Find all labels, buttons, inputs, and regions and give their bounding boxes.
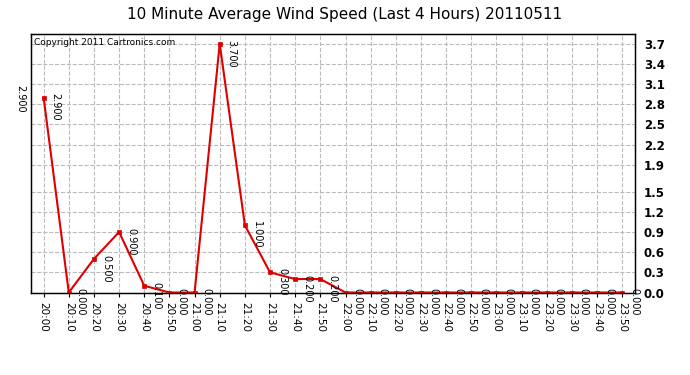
- Text: 0.000: 0.000: [604, 288, 614, 316]
- Text: 2.900: 2.900: [50, 93, 61, 121]
- Text: 0.000: 0.000: [504, 288, 513, 316]
- Text: 0.000: 0.000: [478, 288, 489, 316]
- Text: 0.000: 0.000: [428, 288, 438, 316]
- Text: 0.000: 0.000: [177, 288, 186, 316]
- Text: 0.000: 0.000: [553, 288, 564, 316]
- Text: 0.200: 0.200: [302, 275, 312, 303]
- Text: 3.700: 3.700: [227, 40, 237, 67]
- Text: 0.100: 0.100: [151, 282, 161, 309]
- Text: 0.000: 0.000: [201, 288, 212, 316]
- Text: 0.500: 0.500: [101, 255, 111, 282]
- Text: 0.000: 0.000: [76, 288, 86, 316]
- Text: 1.000: 1.000: [252, 221, 262, 249]
- Text: 2.900: 2.900: [15, 85, 25, 112]
- Text: 0.000: 0.000: [377, 288, 388, 316]
- Text: 10 Minute Average Wind Speed (Last 4 Hours) 20110511: 10 Minute Average Wind Speed (Last 4 Hou…: [128, 8, 562, 22]
- Text: 0.300: 0.300: [277, 268, 287, 296]
- Text: 0.200: 0.200: [327, 275, 337, 303]
- Text: 0.000: 0.000: [453, 288, 463, 316]
- Text: 0.900: 0.900: [126, 228, 136, 255]
- Text: Copyright 2011 Cartronics.com: Copyright 2011 Cartronics.com: [34, 38, 175, 46]
- Text: 0.000: 0.000: [529, 288, 538, 316]
- Text: 0.000: 0.000: [579, 288, 589, 316]
- Text: 0.000: 0.000: [353, 288, 362, 316]
- Text: 0.000: 0.000: [403, 288, 413, 316]
- Text: 0.000: 0.000: [629, 288, 639, 316]
